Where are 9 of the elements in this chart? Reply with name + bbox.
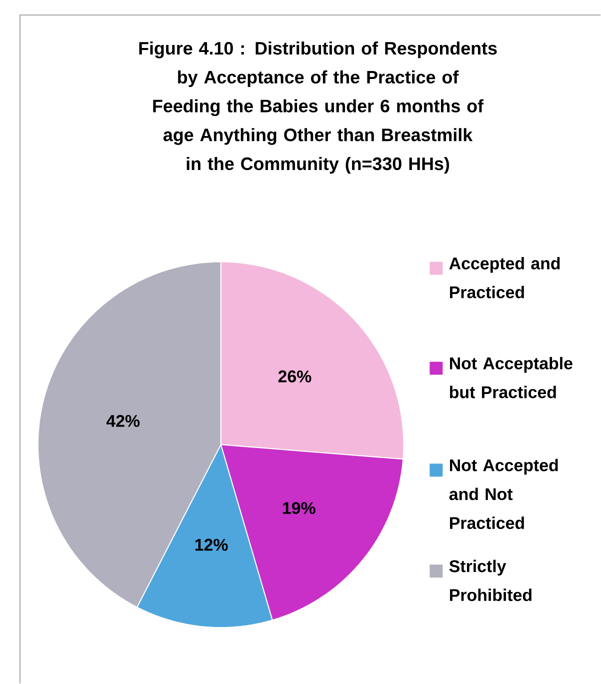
data-label: 12% bbox=[195, 538, 228, 551]
data-label: 42% bbox=[106, 414, 140, 427]
data-label: 26% bbox=[278, 370, 312, 382]
legend-label: Not Acceptable but Practiced bbox=[450, 356, 572, 398]
chart-title: Figure 4.10 : Distribution of Respondents by Acceptance of the Practice of Feeding the Babies under 6 months of age Anything Other than Breastmilk in the Community (n=330 HHs) bbox=[139, 41, 497, 174]
legend-label: Strictly Prohibited bbox=[449, 560, 532, 602]
data-label: 19% bbox=[283, 502, 316, 514]
legend-label: Not Accepted and Not Practiced bbox=[449, 458, 558, 530]
legend-label: Accepted and Practiced bbox=[449, 257, 560, 298]
